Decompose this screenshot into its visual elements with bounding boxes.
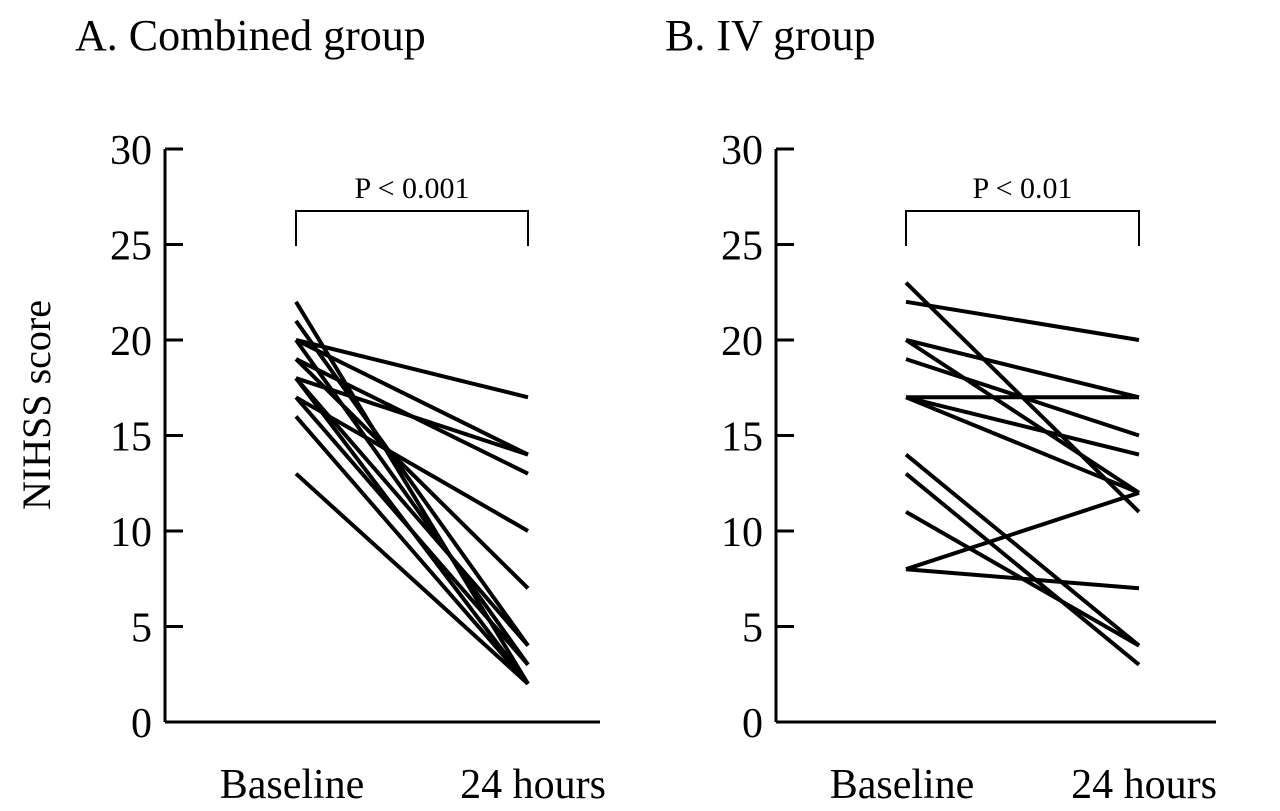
patient-line-b-4 (904, 338, 1141, 495)
y-tick-label-a-20: 20 (110, 319, 152, 365)
y-tick-label-a-30: 30 (110, 128, 152, 174)
panel-title-a: A. Combined group (75, 11, 426, 60)
patient-line-a-11 (295, 395, 529, 533)
patient-line-a-13 (294, 415, 530, 686)
x-category-label-b-1: 24 hours (1071, 762, 1217, 808)
patient-line-a-8 (295, 376, 529, 457)
patient-line-a-14 (294, 472, 530, 686)
significance-bracket-b (905, 210, 1140, 246)
panel-title-b: B. IV group (665, 11, 876, 60)
y-tick-label-b-15: 15 (721, 415, 763, 461)
y-axis-label: NIHSS score (14, 300, 59, 510)
y-tick-label-a-25: 25 (110, 224, 152, 270)
x-category-label-a-1: 24 hours (460, 762, 606, 808)
patient-line-a-5 (294, 338, 530, 666)
y-tick-label-b-30: 30 (721, 128, 763, 174)
patient-line-b-12 (905, 490, 1140, 572)
y-tick-label-b-25: 25 (721, 224, 763, 270)
patient-line-b-8 (905, 395, 1140, 495)
y-tick-label-b-10: 10 (721, 510, 763, 556)
patient-line-a-3 (295, 338, 529, 400)
panel-combined-group: A. Combined group 0 5 10 15 20 25 30 Baseline 24… (75, 11, 606, 808)
significance-label-b: P < 0.01 (973, 172, 1073, 205)
patient-line-a-2 (294, 319, 530, 647)
patient-line-b-2 (905, 299, 1140, 342)
patient-line-a-12 (294, 395, 530, 667)
patient-line-b-13 (905, 567, 1140, 591)
y-tick-label-b-20: 20 (721, 319, 763, 365)
y-tick-label-b-5: 5 (742, 606, 763, 652)
patient-line-b-3 (905, 338, 1140, 400)
y-tick-label-a-5: 5 (131, 606, 152, 652)
patient-line-b-9 (904, 453, 1141, 648)
y-tick-label-a-15: 15 (110, 415, 152, 461)
significance-label-a: P < 0.001 (355, 172, 470, 205)
significance-bracket-a (295, 210, 529, 246)
y-tick-label-a-0: 0 (131, 701, 152, 747)
x-category-label-b-0: Baseline (830, 762, 975, 808)
patient-line-a-4 (295, 338, 529, 457)
y-tick-label-b-0: 0 (742, 701, 763, 747)
patient-line-b-10 (904, 472, 1141, 667)
patient-line-a-7 (294, 357, 530, 590)
patient-line-b-7 (905, 395, 1140, 457)
x-category-label-a-0: Baseline (220, 762, 365, 808)
patient-line-a-9 (294, 376, 530, 647)
panel-iv-group: B. IV group 0 5 10 15 20 25 30 Baseline 24 hours… (665, 11, 1217, 808)
y-tick-label-a-10: 10 (110, 510, 152, 556)
